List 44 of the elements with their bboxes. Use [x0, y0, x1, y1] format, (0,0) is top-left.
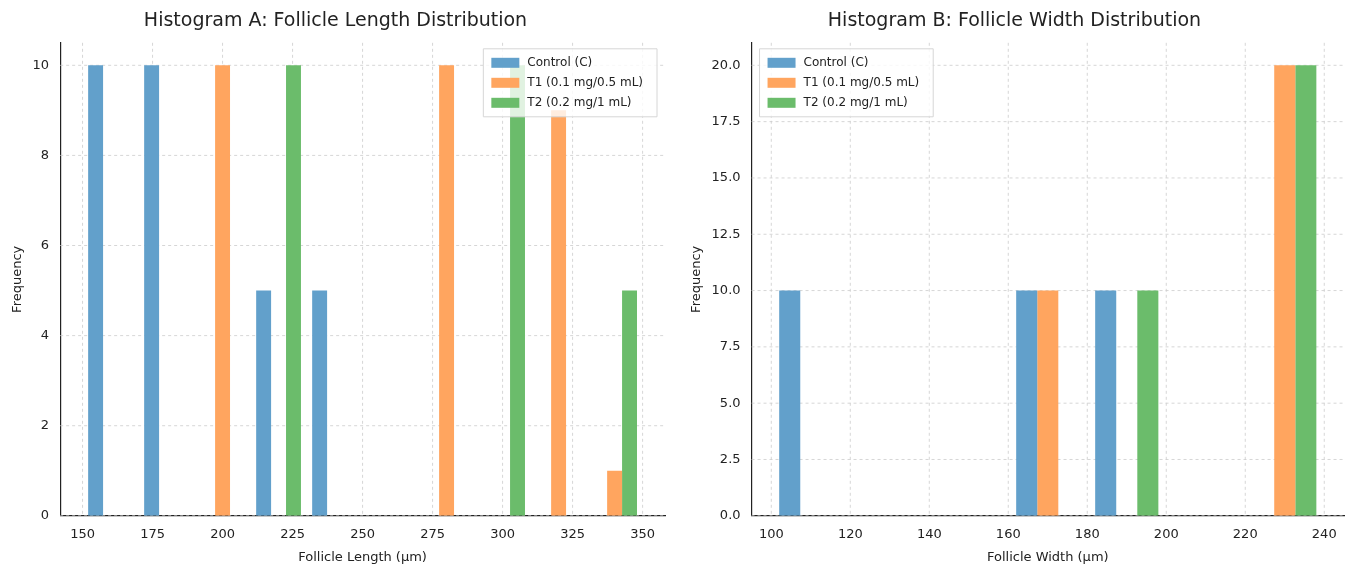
- legend-label: T1 (0.1 mg/0.5 mL): [526, 74, 644, 89]
- x-tick-label: 100: [758, 525, 784, 541]
- y-tick-label: 10: [32, 56, 50, 72]
- y-tick-label: 2: [40, 417, 50, 433]
- y-tick-label: 2.5: [719, 450, 741, 466]
- legend-label: T1 (0.1 mg/0.5 mL): [802, 74, 920, 89]
- y-tick-label: 12.5: [711, 225, 741, 241]
- y-tick-label: 0: [40, 507, 50, 523]
- x-tick-label: 200: [210, 525, 235, 541]
- x-tick-label: 250: [350, 525, 375, 541]
- x-tick-label: 200: [1153, 525, 1179, 541]
- x-tick-label: 175: [140, 525, 165, 541]
- y-tick-label: 7.5: [719, 338, 741, 354]
- legend-label: T2 (0.2 mg/1 mL): [802, 94, 908, 109]
- x-tick-label: 150: [70, 525, 95, 541]
- y-tick-label: 8: [40, 146, 50, 162]
- x-tick-label: 180: [1074, 525, 1100, 541]
- x-tick-label: 120: [837, 525, 863, 541]
- x-tick-label: 325: [560, 525, 586, 541]
- legend-label: Control (C): [803, 54, 869, 69]
- chart-title: Histogram A: Follicle Length Distribution: [143, 8, 528, 31]
- y-tick-label: 20.0: [711, 56, 741, 72]
- legend-label: T2 (0.2 mg/1 mL): [526, 94, 632, 109]
- chart-title: Histogram B: Follicle Width Distribution: [827, 8, 1202, 31]
- y-tick-label: 4: [40, 326, 50, 342]
- x-tick-label: 140: [916, 525, 942, 541]
- x-tick-label: 275: [420, 525, 445, 541]
- y-tick-label: 15.0: [711, 169, 741, 185]
- y-tick-label: 6: [40, 236, 50, 252]
- x-tick-label: 225: [280, 525, 305, 541]
- x-tick-label: 220: [1232, 525, 1258, 541]
- y-tick-label: 5.0: [719, 394, 741, 410]
- y-tick-label: 17.5: [711, 113, 741, 129]
- x-axis-title: Follicle Length (µm): [298, 548, 427, 564]
- y-axis-title: Frequency: [9, 245, 25, 313]
- x-tick-label: 160: [995, 525, 1021, 541]
- x-axis-title: Follicle Width (µm): [986, 548, 1109, 564]
- y-axis-title: Frequency: [688, 245, 704, 313]
- y-tick-label: 10.0: [711, 281, 741, 297]
- x-tick-label: 350: [630, 525, 656, 541]
- legend-label: Control (C): [527, 54, 593, 69]
- y-tick-label: 0.0: [719, 507, 741, 523]
- x-tick-label: 240: [1311, 525, 1337, 541]
- x-tick-label: 300: [490, 525, 515, 541]
